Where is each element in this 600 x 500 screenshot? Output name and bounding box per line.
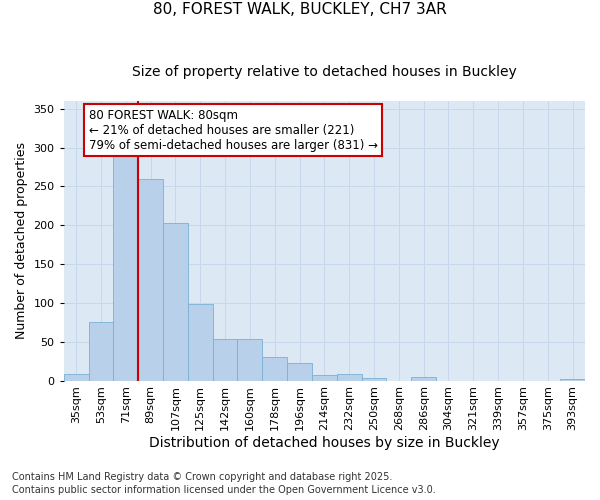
Y-axis label: Number of detached properties: Number of detached properties (15, 142, 28, 340)
Bar (560, 379, 585, 380)
Text: 80 FOREST WALK: 80sqm
← 21% of detached houses are smaller (221)
79% of semi-det: 80 FOREST WALK: 80sqm ← 21% of detached … (89, 109, 377, 152)
Text: 80, FOREST WALK, BUCKLEY, CH7 3AR: 80, FOREST WALK, BUCKLEY, CH7 3AR (153, 2, 447, 18)
Bar (337, 374, 362, 380)
Bar (89, 322, 113, 380)
Title: Size of property relative to detached houses in Buckley: Size of property relative to detached ho… (132, 65, 517, 79)
Bar (262, 356, 287, 380)
Bar (163, 223, 188, 380)
Bar (113, 156, 138, 380)
Bar (238, 338, 262, 380)
Bar (138, 178, 163, 380)
Bar (411, 378, 436, 380)
Bar (312, 375, 337, 380)
Bar (64, 374, 89, 380)
Bar (287, 364, 312, 380)
Text: Contains HM Land Registry data © Crown copyright and database right 2025.
Contai: Contains HM Land Registry data © Crown c… (12, 472, 436, 495)
Bar (362, 378, 386, 380)
Bar (212, 338, 238, 380)
Bar (188, 304, 212, 380)
X-axis label: Distribution of detached houses by size in Buckley: Distribution of detached houses by size … (149, 436, 500, 450)
